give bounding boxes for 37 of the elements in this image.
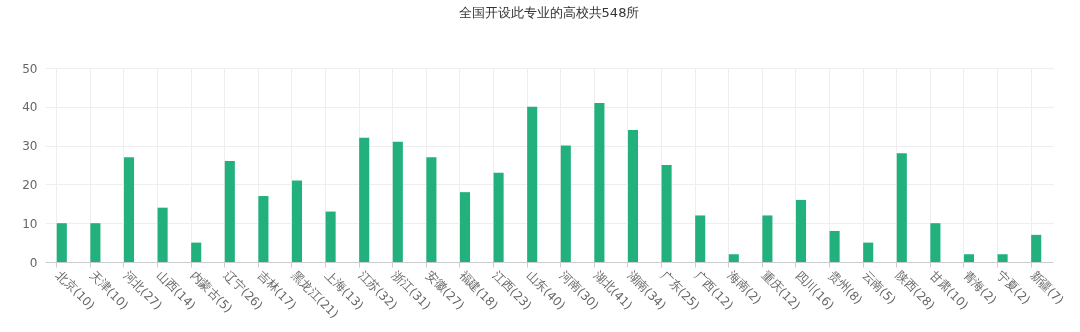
bar bbox=[191, 242, 202, 262]
bar bbox=[90, 223, 101, 262]
bar bbox=[560, 145, 571, 262]
bar bbox=[426, 157, 437, 262]
bar bbox=[258, 196, 269, 262]
y-tick-label: 20 bbox=[22, 177, 38, 192]
bar bbox=[493, 172, 504, 262]
bar bbox=[863, 242, 874, 262]
bar bbox=[594, 102, 605, 262]
y-tick-label: 10 bbox=[22, 216, 38, 231]
bar bbox=[359, 137, 370, 262]
bar bbox=[325, 211, 336, 262]
y-tick-label: 50 bbox=[22, 61, 38, 76]
bar bbox=[963, 254, 975, 262]
bar bbox=[627, 130, 639, 262]
bar bbox=[1031, 234, 1042, 262]
bar bbox=[930, 223, 941, 262]
bar bbox=[123, 157, 135, 262]
bar bbox=[728, 254, 739, 262]
bar bbox=[661, 165, 672, 262]
bar bbox=[997, 254, 1008, 262]
bar bbox=[459, 192, 471, 262]
bar bbox=[695, 215, 706, 262]
bar bbox=[56, 223, 67, 262]
bar bbox=[795, 199, 807, 262]
bar bbox=[392, 141, 403, 262]
bar bbox=[762, 215, 773, 262]
y-tick-label: 0 bbox=[29, 255, 38, 270]
bar bbox=[829, 230, 840, 262]
y-tick-label: 40 bbox=[22, 100, 38, 115]
bar bbox=[157, 207, 168, 262]
bar bbox=[527, 106, 538, 262]
y-tick-label: 30 bbox=[22, 139, 38, 154]
chart-title: 全国开设此专业的高校共548所 bbox=[458, 5, 640, 20]
bar bbox=[896, 153, 907, 262]
bar bbox=[224, 161, 235, 262]
bar bbox=[291, 180, 303, 262]
